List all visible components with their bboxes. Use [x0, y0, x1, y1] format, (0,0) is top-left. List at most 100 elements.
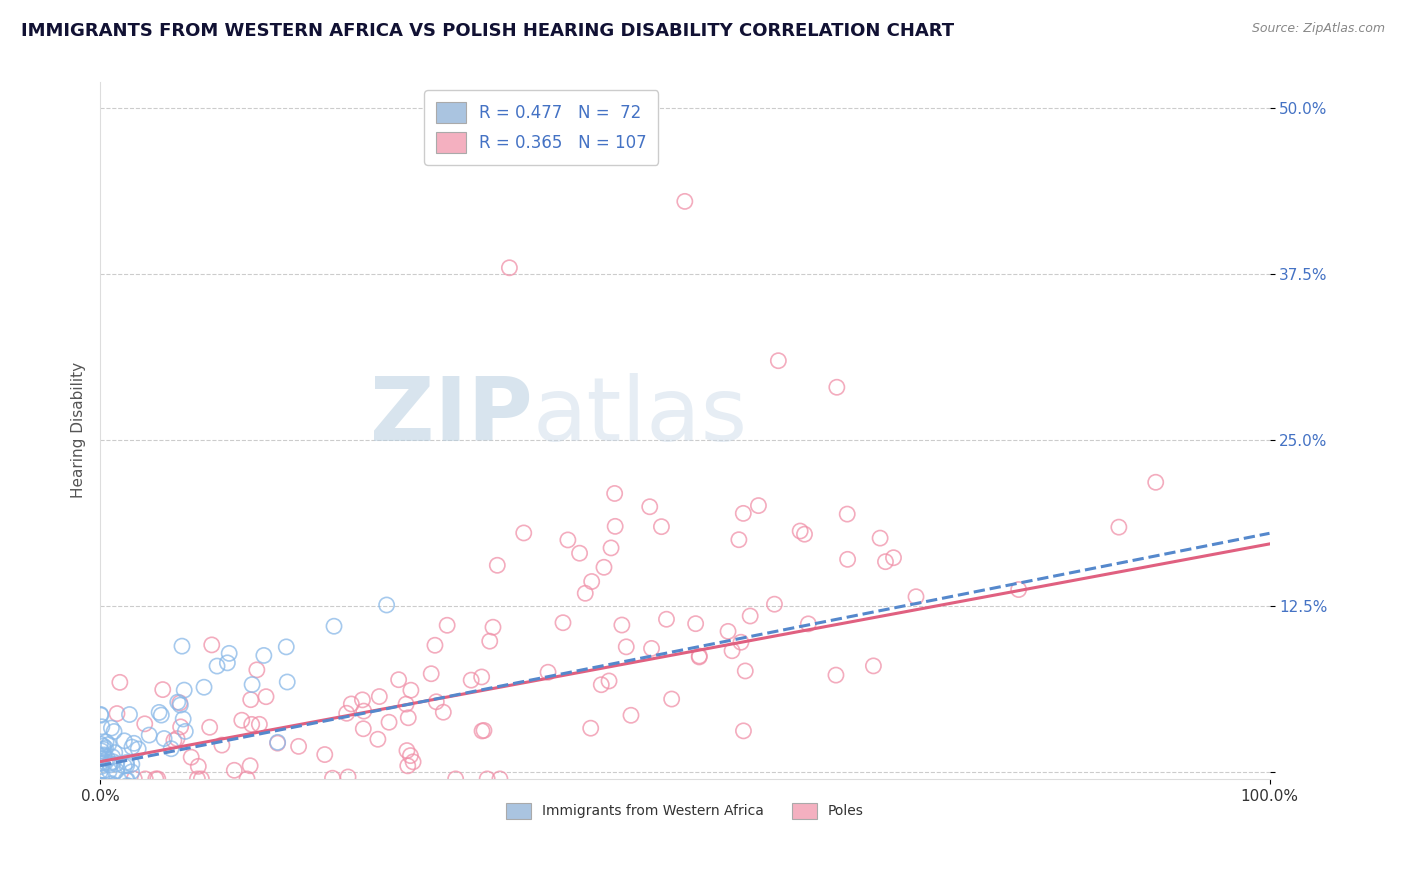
Point — [174, 724, 197, 739]
Point — [89, 764, 111, 779]
Point — [423, 638, 446, 652]
Point — [477, 772, 499, 786]
Point — [869, 531, 891, 545]
Point — [211, 738, 233, 752]
Point — [121, 764, 143, 779]
Point — [108, 675, 131, 690]
Point — [240, 677, 263, 691]
Point — [444, 772, 467, 786]
Point — [218, 646, 240, 660]
Text: IMMIGRANTS FROM WESTERN AFRICA VS POLISH HEARING DISABILITY CORRELATION CHART: IMMIGRANTS FROM WESTERN AFRICA VS POLISH… — [21, 22, 955, 40]
Point — [793, 527, 815, 541]
Point — [91, 739, 114, 753]
Point — [620, 708, 643, 723]
Point — [173, 683, 195, 698]
Point — [89, 737, 111, 751]
Point — [673, 194, 696, 209]
Point — [353, 704, 375, 718]
Point — [239, 692, 262, 706]
Point — [593, 560, 616, 574]
Point — [352, 693, 374, 707]
Point — [96, 752, 118, 766]
Point — [721, 644, 744, 658]
Point — [90, 720, 112, 734]
Point — [105, 706, 128, 721]
Point — [598, 673, 620, 688]
Point — [121, 757, 143, 772]
Point — [402, 755, 425, 769]
Point — [1144, 475, 1167, 490]
Point — [395, 743, 418, 757]
Point — [169, 720, 191, 734]
Point — [93, 742, 115, 756]
Point — [90, 779, 112, 793]
Point — [600, 541, 623, 555]
Point — [399, 748, 422, 763]
Point — [91, 779, 114, 793]
Point — [498, 260, 520, 275]
Point — [323, 619, 346, 633]
Point — [100, 721, 122, 735]
Point — [661, 692, 683, 706]
Point — [287, 739, 309, 754]
Point — [614, 640, 637, 654]
Point — [166, 695, 188, 709]
Point — [254, 690, 277, 704]
Point — [399, 683, 422, 698]
Point — [169, 698, 191, 712]
Point — [368, 690, 391, 704]
Point — [883, 550, 905, 565]
Point — [825, 380, 848, 394]
Point — [122, 736, 145, 750]
Point — [352, 722, 374, 736]
Point — [603, 486, 626, 500]
Point — [640, 641, 662, 656]
Point — [336, 706, 359, 721]
Point — [198, 720, 221, 734]
Point — [163, 733, 186, 747]
Point — [134, 716, 156, 731]
Point — [551, 615, 574, 630]
Point — [253, 648, 276, 663]
Point — [169, 696, 191, 710]
Point — [862, 659, 884, 673]
Point — [105, 764, 128, 778]
Point — [581, 574, 603, 589]
Point — [89, 752, 111, 766]
Point — [314, 747, 336, 762]
Point — [172, 712, 194, 726]
Point — [734, 664, 756, 678]
Point — [94, 735, 117, 749]
Point — [118, 707, 141, 722]
Point — [145, 772, 167, 786]
Point — [90, 744, 112, 758]
Point — [763, 597, 786, 611]
Point — [240, 717, 263, 731]
Point — [94, 741, 117, 756]
Point — [247, 717, 270, 731]
Point — [170, 639, 193, 653]
Point — [574, 586, 596, 600]
Point — [685, 616, 707, 631]
Point — [837, 552, 859, 566]
Point — [396, 711, 419, 725]
Point — [904, 590, 927, 604]
Point — [193, 680, 215, 694]
Point — [717, 624, 740, 639]
Point — [115, 772, 138, 787]
Point — [337, 770, 360, 784]
Point — [153, 731, 176, 746]
Point — [89, 756, 111, 771]
Point — [730, 635, 752, 649]
Point — [98, 764, 121, 778]
Point — [605, 519, 627, 533]
Point — [1108, 520, 1130, 534]
Point — [186, 772, 208, 786]
Legend: Immigrants from Western Africa, Poles: Immigrants from Western Africa, Poles — [501, 797, 869, 824]
Point — [825, 668, 848, 682]
Point — [112, 759, 135, 773]
Point — [166, 731, 188, 746]
Point — [89, 779, 111, 793]
Point — [650, 519, 672, 533]
Point — [138, 728, 160, 742]
